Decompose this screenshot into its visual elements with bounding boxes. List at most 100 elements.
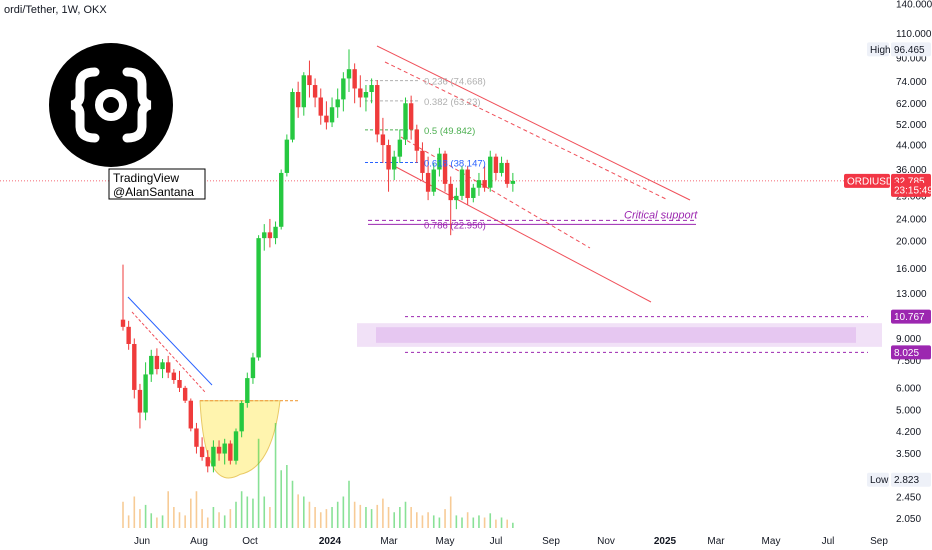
candle-body[interactable] [454,195,459,201]
candle-body[interactable] [369,85,374,93]
volume-bar [483,517,486,528]
candle-body[interactable] [290,92,295,140]
candle-body[interactable] [295,92,301,108]
volume-bar [246,496,249,528]
zone-top-tag-bg [891,309,931,324]
candle-body[interactable] [397,139,403,157]
candle-body[interactable] [488,156,493,188]
candle-body[interactable] [465,169,470,198]
volume-bar [421,515,424,528]
candle-body[interactable] [499,162,504,173]
candle-body[interactable] [120,319,126,327]
candle-body[interactable] [149,355,154,375]
candle-body[interactable] [471,187,476,198]
volume-bar [274,423,277,528]
y-tick-label: 52.000 [896,120,927,131]
candle-body[interactable] [132,343,137,390]
candle-body[interactable] [137,389,143,413]
candle-body[interactable] [493,156,499,173]
fib-label-0: 0.236 (74.668) [424,77,486,88]
candle-body[interactable] [363,92,369,98]
volume-bar [444,509,446,528]
volume-bar [399,507,401,528]
candle-body[interactable] [346,69,352,79]
candle-body[interactable] [341,78,346,100]
candle-body[interactable] [166,362,171,373]
candle-body[interactable] [256,238,261,358]
candle-body[interactable] [312,85,318,98]
candle-body[interactable] [143,374,148,413]
x-tick-label: Oct [242,536,258,547]
candle-body[interactable] [425,172,431,192]
candle-body[interactable] [408,103,414,130]
volume-bar [178,512,181,528]
volume-bar [280,470,282,528]
candle-body[interactable] [476,180,482,188]
candle-body[interactable] [177,380,182,388]
volume-bar [512,522,514,528]
candle-body[interactable] [233,431,239,461]
high-value: 96.465 [894,45,925,56]
volume-bar [303,496,305,528]
candle-body[interactable] [329,107,335,123]
price-axis[interactable] [868,0,932,550]
candle-body[interactable] [171,372,177,380]
candle-body[interactable] [386,145,391,170]
candle-body[interactable] [392,156,397,170]
candle-body[interactable] [216,446,222,454]
volume-bar [156,517,158,528]
candle-body[interactable] [459,169,465,196]
candle-body[interactable] [205,457,210,467]
candle-body[interactable] [442,153,448,184]
candle-body[interactable] [126,326,131,344]
candle-body[interactable] [188,400,193,429]
channel-mid-line [384,61,669,201]
candle-body[interactable] [420,150,425,173]
candle-body[interactable] [482,180,487,188]
candle-body[interactable] [375,85,380,135]
candle-body[interactable] [307,75,312,86]
candle-body[interactable] [267,232,273,239]
candle-body[interactable] [324,115,329,123]
volume-bar [201,509,203,528]
candle-body[interactable] [199,446,205,458]
candle-body[interactable] [301,75,306,108]
candle-body[interactable] [211,446,216,467]
time-axis[interactable] [0,528,932,550]
candle-body[interactable] [414,129,419,151]
candle-body[interactable] [380,134,386,146]
candle-body[interactable] [222,443,227,454]
x-tick-label: Jul [822,536,835,547]
candle-body[interactable] [505,162,510,184]
candle-body[interactable] [284,139,290,173]
candle-body[interactable] [448,183,453,201]
y-tick-label: 4.200 [896,427,921,438]
candle-body[interactable] [318,97,323,116]
candle-body[interactable] [403,103,408,140]
candle-body[interactable] [279,172,284,227]
candle-body[interactable] [245,378,250,403]
candle-body[interactable] [510,180,516,184]
candle-body[interactable] [437,153,442,170]
volume-bar [427,512,429,528]
candle-body[interactable] [262,232,267,239]
candle-body[interactable] [273,226,278,239]
low-value-bg [891,472,931,487]
candle-body[interactable] [154,355,160,370]
candle-body[interactable] [228,443,233,461]
x-tick-label: Sep [870,536,888,547]
candle-body[interactable] [160,362,165,370]
candle-body[interactable] [358,88,363,98]
volume-bar [252,498,254,528]
candle-body[interactable] [182,387,188,401]
candle-body[interactable] [239,402,244,432]
early-trend-dashed [131,311,206,393]
candle-body[interactable] [352,69,357,89]
x-tick-label: Mar [707,536,725,547]
volume-bar [438,517,441,528]
candle-body[interactable] [250,357,256,379]
candle-body[interactable] [431,169,436,192]
candle-body[interactable] [335,99,340,108]
candle-body[interactable] [194,428,199,447]
